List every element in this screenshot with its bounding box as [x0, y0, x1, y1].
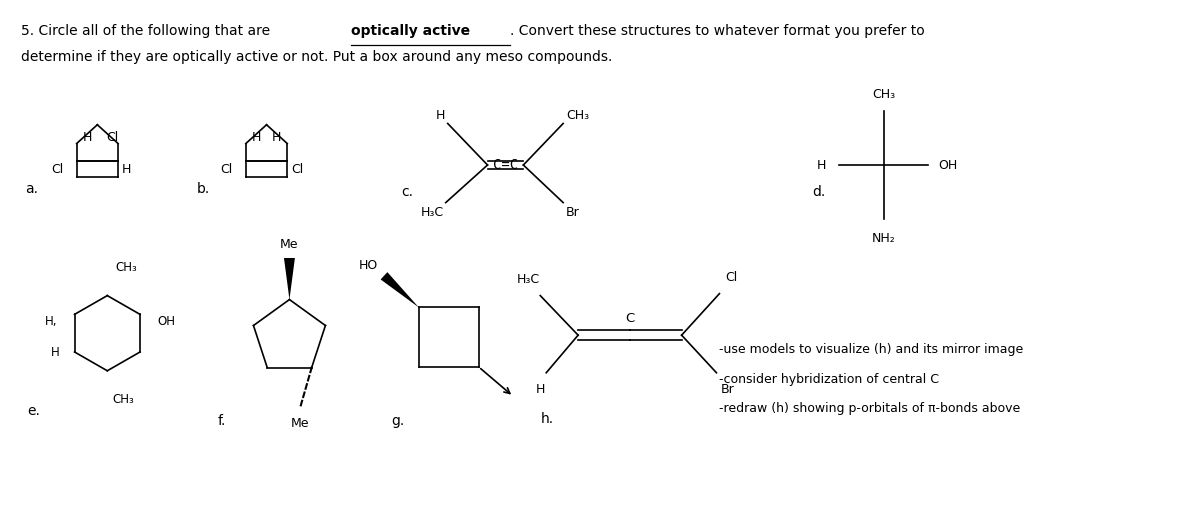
Text: optically active: optically active — [352, 24, 470, 38]
Text: H,: H, — [46, 315, 58, 328]
Text: CH₃: CH₃ — [872, 88, 895, 101]
Text: H: H — [535, 383, 545, 396]
Text: NH₂: NH₂ — [872, 232, 895, 245]
Text: H: H — [83, 131, 92, 144]
Text: Me: Me — [290, 417, 308, 430]
Text: f.: f. — [217, 414, 226, 428]
Text: 5. Circle all of the following that are: 5. Circle all of the following that are — [20, 24, 274, 38]
Text: H₃C: H₃C — [517, 272, 540, 286]
Text: . Convert these structures to whatever format you prefer to: . Convert these structures to whatever f… — [510, 24, 925, 38]
Text: determine if they are optically active or not. Put a box around any meso compoun: determine if they are optically active o… — [20, 50, 612, 64]
Text: H: H — [436, 109, 445, 122]
Text: H: H — [252, 131, 260, 144]
Text: -use models to visualize (h) and its mirror image: -use models to visualize (h) and its mir… — [720, 343, 1024, 356]
Text: H: H — [50, 346, 60, 360]
Text: Cl: Cl — [725, 271, 738, 284]
Text: Cl: Cl — [52, 163, 64, 176]
Text: Cl: Cl — [292, 163, 304, 176]
Text: d.: d. — [812, 185, 826, 199]
Text: Cl: Cl — [221, 163, 233, 176]
Text: Me: Me — [280, 238, 299, 251]
Text: H₃C: H₃C — [421, 206, 444, 219]
Text: CH₃: CH₃ — [566, 109, 589, 122]
Text: HO: HO — [359, 259, 378, 272]
Text: e.: e. — [28, 405, 41, 418]
Text: C: C — [625, 312, 635, 325]
Text: -redraw (h) showing p-orbitals of π-bonds above: -redraw (h) showing p-orbitals of π-bond… — [720, 402, 1021, 415]
Polygon shape — [284, 258, 295, 300]
Text: OH: OH — [157, 315, 175, 328]
Text: -consider hybridization of central C: -consider hybridization of central C — [720, 373, 940, 386]
Text: Br: Br — [566, 206, 580, 219]
Text: g.: g. — [391, 414, 404, 428]
Text: h.: h. — [540, 412, 553, 426]
Text: Cl: Cl — [107, 131, 119, 144]
Text: a.: a. — [25, 182, 37, 196]
Text: c.: c. — [401, 185, 413, 199]
Text: b.: b. — [197, 182, 210, 196]
Polygon shape — [380, 272, 419, 308]
Text: Br: Br — [720, 383, 734, 396]
Text: H: H — [122, 163, 131, 176]
Text: C=C: C=C — [493, 158, 518, 172]
Text: H: H — [272, 131, 282, 144]
Text: CH₃: CH₃ — [115, 261, 137, 274]
Text: OH: OH — [938, 158, 958, 171]
Text: CH₃: CH₃ — [113, 393, 134, 406]
Text: H: H — [816, 158, 826, 171]
